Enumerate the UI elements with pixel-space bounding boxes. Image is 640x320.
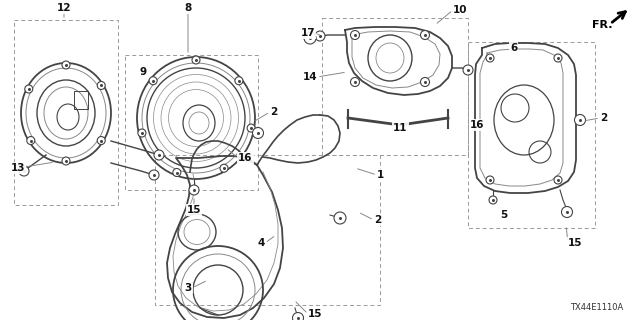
Circle shape	[575, 115, 586, 125]
Circle shape	[97, 137, 105, 145]
Text: 12: 12	[57, 3, 71, 13]
Circle shape	[62, 157, 70, 165]
Text: 3: 3	[185, 283, 192, 293]
Circle shape	[220, 164, 228, 172]
Bar	[155, 155, 380, 305]
Circle shape	[192, 56, 200, 64]
Bar	[74, 91, 88, 109]
Circle shape	[253, 127, 264, 139]
Circle shape	[315, 31, 325, 41]
Text: 16: 16	[470, 120, 484, 130]
Text: 2: 2	[600, 113, 607, 123]
Circle shape	[420, 30, 429, 39]
Bar	[125, 55, 258, 190]
Circle shape	[486, 54, 494, 62]
Bar	[468, 42, 595, 228]
Text: 5: 5	[500, 210, 508, 220]
Text: FR.: FR.	[592, 20, 612, 30]
Text: 14: 14	[302, 72, 317, 82]
Circle shape	[489, 196, 497, 204]
Circle shape	[62, 61, 70, 69]
Circle shape	[247, 124, 255, 132]
Circle shape	[351, 77, 360, 86]
Circle shape	[554, 176, 562, 184]
Circle shape	[189, 185, 199, 195]
Circle shape	[235, 77, 243, 85]
Text: 9: 9	[140, 67, 147, 77]
Circle shape	[420, 77, 429, 86]
Circle shape	[561, 206, 573, 218]
Text: 15: 15	[308, 309, 323, 319]
Circle shape	[173, 169, 181, 177]
Circle shape	[351, 30, 360, 39]
Circle shape	[149, 170, 159, 180]
Text: 4: 4	[258, 238, 265, 248]
Text: 15: 15	[187, 205, 201, 215]
Circle shape	[25, 85, 33, 93]
Circle shape	[486, 176, 494, 184]
Text: 13: 13	[11, 163, 25, 173]
Text: 17: 17	[300, 28, 315, 38]
Circle shape	[149, 77, 157, 85]
Text: 16: 16	[238, 153, 253, 163]
Bar	[14, 20, 118, 205]
Circle shape	[19, 166, 29, 176]
Text: 6: 6	[510, 43, 517, 53]
Text: 8: 8	[184, 3, 191, 13]
Text: 11: 11	[393, 123, 408, 133]
Circle shape	[27, 137, 35, 145]
Text: TX44E1110A: TX44E1110A	[570, 303, 623, 313]
Text: 1: 1	[377, 170, 384, 180]
Text: 15: 15	[568, 238, 582, 248]
Bar	[322, 18, 468, 155]
Circle shape	[97, 82, 105, 90]
Circle shape	[554, 54, 562, 62]
Text: 10: 10	[453, 5, 467, 15]
Circle shape	[292, 313, 303, 320]
Text: 2: 2	[374, 215, 381, 225]
Circle shape	[334, 212, 346, 224]
Circle shape	[154, 150, 164, 160]
Circle shape	[463, 65, 473, 75]
Circle shape	[304, 32, 316, 44]
Circle shape	[138, 129, 146, 137]
Text: 2: 2	[270, 107, 277, 117]
